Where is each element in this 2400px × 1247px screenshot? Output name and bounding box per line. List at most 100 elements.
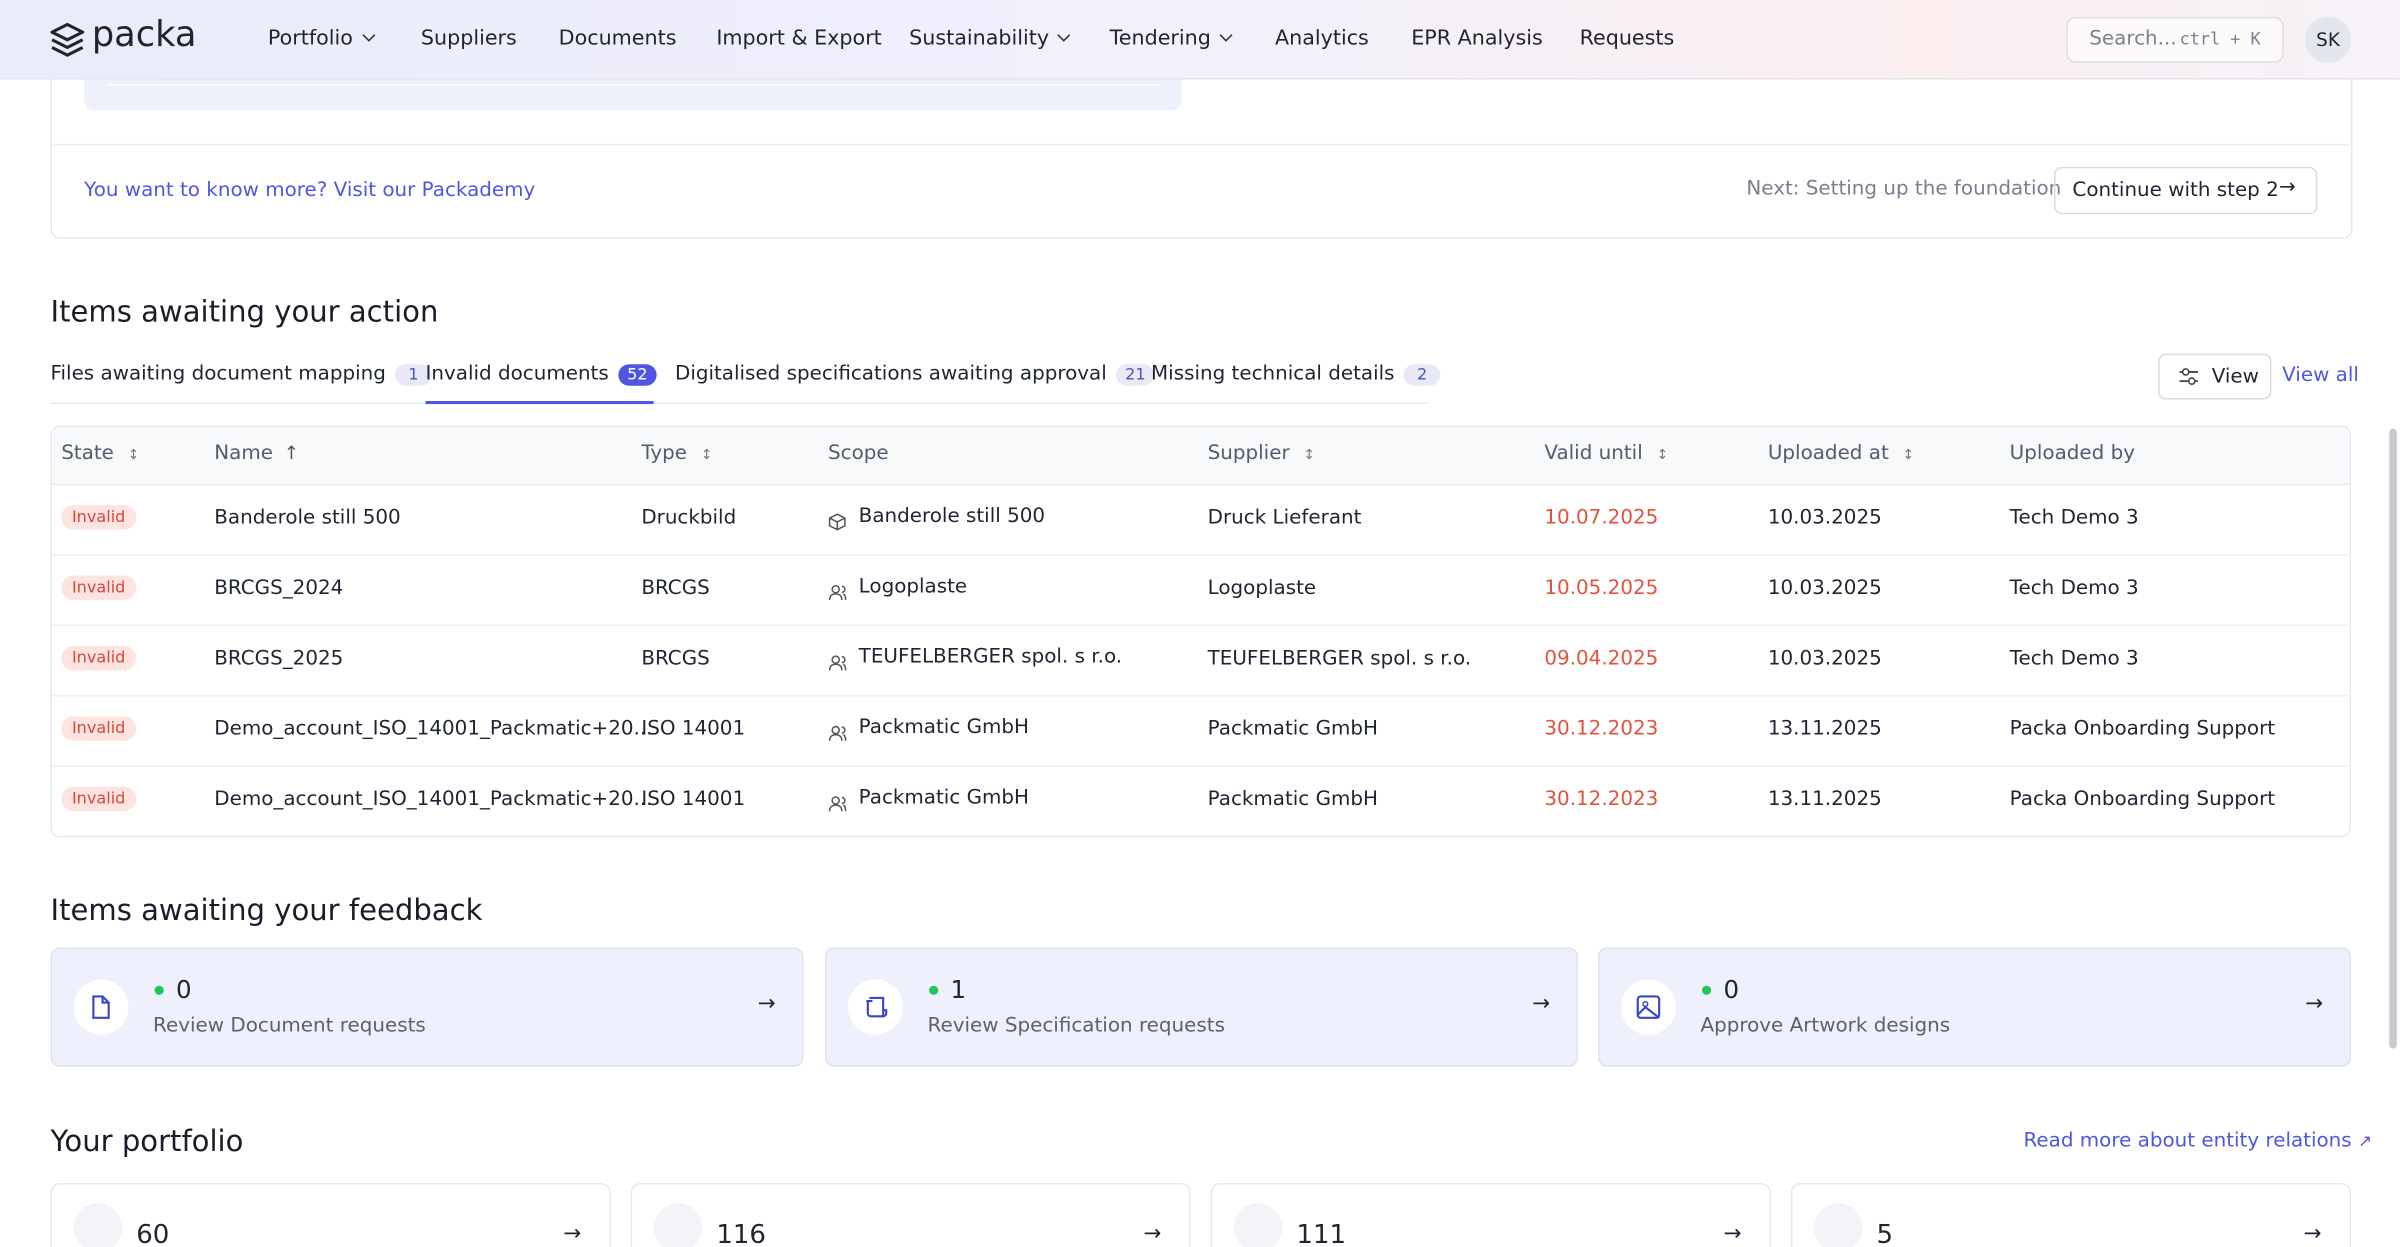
card-count: 5 (1876, 1219, 1894, 1247)
table-cell: Packa Onboarding Support (2009, 717, 2276, 741)
table-cell: BRCGS (641, 577, 710, 600)
column-header[interactable]: Valid until ↕ (1544, 442, 1668, 465)
status-dot (154, 985, 164, 995)
shortcut: ctrl + K (2179, 29, 2261, 49)
card-count: 60 (136, 1219, 170, 1247)
entity-link[interactable]: Read more about entity relations ↗ (2023, 1130, 2372, 1153)
column-header[interactable]: Type ↕ (641, 442, 712, 465)
table-cell: 10.03.2025 (1767, 506, 1882, 530)
nav-item[interactable]: Tendering (1110, 26, 1233, 51)
nav-item[interactable]: Documents (558, 26, 677, 51)
people-icon (828, 790, 847, 812)
table (50, 425, 2352, 838)
table-cell[interactable]: Banderole still 500 (214, 506, 401, 530)
column-label: State (61, 442, 114, 466)
table-cell: Packmatic GmbH (1207, 788, 1378, 812)
sort-icon: ↕ (1902, 448, 1915, 464)
feedback-card[interactable]: 0 Review Document requests → (50, 947, 804, 1067)
table-cell: TEUFELBERGER spol. s r.o. (858, 645, 1123, 669)
card-count: 116 (716, 1219, 766, 1247)
button-label: View (2211, 365, 2259, 389)
table-cell: Tech Demo 3 (2009, 577, 2139, 600)
table-cell: Packmatic GmbH (858, 716, 1029, 740)
arrow-icon: → (1143, 1221, 1162, 1246)
state-badge: Invalid (61, 786, 137, 812)
feedback-card[interactable]: 1 Review Specification requests → (824, 947, 1579, 1067)
people-icon (828, 579, 847, 601)
row-divider (52, 765, 2348, 767)
chevron (1219, 28, 1233, 42)
view-button[interactable]: View (2158, 353, 2272, 400)
card-count: 0 (1723, 974, 1740, 1005)
table-cell: Tech Demo 3 (2009, 647, 2139, 671)
column-header[interactable]: Scope (828, 442, 889, 465)
tab-count: 2 (1403, 364, 1441, 386)
table-cell[interactable]: BRCGS_2024 (214, 577, 344, 600)
table-cell: Tech Demo 3 (2009, 506, 2139, 530)
next-step: Next: Setting up the foundation (1746, 177, 2062, 201)
table-cell: 10.05.2025 (1544, 577, 1659, 600)
table-cell: 30.12.2023 (1544, 788, 1659, 812)
column-header[interactable]: Supplier ↕ (1208, 442, 1315, 465)
column-header[interactable]: State ↕ (61, 442, 139, 465)
table-cell: Packa Onboarding Support (2009, 788, 2276, 812)
card-count: 0 (176, 974, 192, 1005)
search-box[interactable]: Search... ctrl + K (2066, 16, 2284, 63)
nav-item[interactable]: Import & Export (716, 26, 882, 51)
row-divider (52, 694, 2348, 697)
portfolio-card[interactable]: 111 → (1210, 1183, 1771, 1247)
continue-button[interactable]: Continue with step 2 → (2054, 166, 2318, 215)
divider (107, 84, 1161, 86)
card-icon (1233, 1203, 1283, 1247)
top-nav: packa Portfolio Suppliers Documents Impo… (0, 0, 2400, 80)
portfolio-card[interactable]: 5 → (1790, 1183, 2352, 1247)
tab-count: 21 (1115, 364, 1155, 386)
column-header[interactable]: Uploaded at ↕ (1768, 442, 1914, 465)
nav-item[interactable]: Suppliers (420, 26, 517, 51)
nav-item[interactable]: Requests (1579, 26, 1675, 51)
tab[interactable]: Missing technical details 2 (1151, 363, 1441, 386)
column-label: Supplier (1207, 442, 1290, 466)
sort-icon: ↕ (700, 448, 713, 464)
nav-item[interactable]: Analytics (1274, 26, 1369, 51)
row-divider (52, 554, 2348, 556)
table-cell: Banderole still 500 (858, 505, 1046, 529)
table-cell[interactable]: BRCGS_2025 (214, 647, 344, 671)
nav-item[interactable]: Portfolio (267, 26, 375, 51)
view-all-link[interactable]: View all (2282, 364, 2359, 388)
status-dot (1702, 985, 1712, 995)
table-cell[interactable]: Demo_account_ISO_14001_Packmatic+20... (214, 717, 653, 741)
tab[interactable]: Invalid documents 52 (426, 363, 657, 386)
table-cell: 30.12.2023 (1544, 717, 1659, 741)
button-label: Continue with step 2 (2072, 179, 2279, 203)
tab[interactable]: Files awaiting document mapping 1 (51, 363, 432, 386)
table-cell: Druck Lieferant (1207, 506, 1362, 530)
search-placeholder: Search... (2089, 27, 2177, 51)
section-title: Your portfolio (50, 1124, 244, 1159)
status-dot (929, 985, 939, 995)
nav-item[interactable]: Sustainability (909, 26, 1071, 51)
feedback-card[interactable]: 0 Approve Artwork designs → (1597, 947, 2352, 1067)
portfolio-card[interactable]: 116 → (630, 1183, 1191, 1247)
tab[interactable]: Digitalised specifications awaiting appr… (675, 363, 1155, 386)
people-icon (828, 719, 847, 741)
tab-label: Digitalised specifications awaiting appr… (674, 362, 1107, 386)
section-title: Items awaiting your action (50, 295, 439, 330)
nav-item[interactable]: EPR Analysis (1411, 26, 1543, 51)
row-divider (52, 624, 2348, 627)
portfolio-card[interactable]: 60 → (50, 1183, 611, 1247)
table-cell: ISO 14001 (641, 788, 746, 812)
table-cell[interactable]: Demo_account_ISO_14001_Packmatic+20... (214, 788, 653, 812)
arrow-icon: → (1532, 991, 1551, 1017)
logo[interactable]: packa (91, 15, 197, 56)
avatar[interactable]: SK (2305, 16, 2352, 63)
card-icon (847, 979, 904, 1035)
packademy-link[interactable]: You want to know more? Visit our Packade… (84, 179, 536, 203)
column-header[interactable]: Name ↑ (214, 442, 299, 465)
column-header[interactable]: Uploaded by (2010, 442, 2135, 465)
tab-count: 52 (617, 364, 657, 386)
table-cell: BRCGS (641, 647, 710, 671)
nav-label: Portfolio (267, 26, 353, 51)
tab-count: 1 (395, 364, 432, 386)
